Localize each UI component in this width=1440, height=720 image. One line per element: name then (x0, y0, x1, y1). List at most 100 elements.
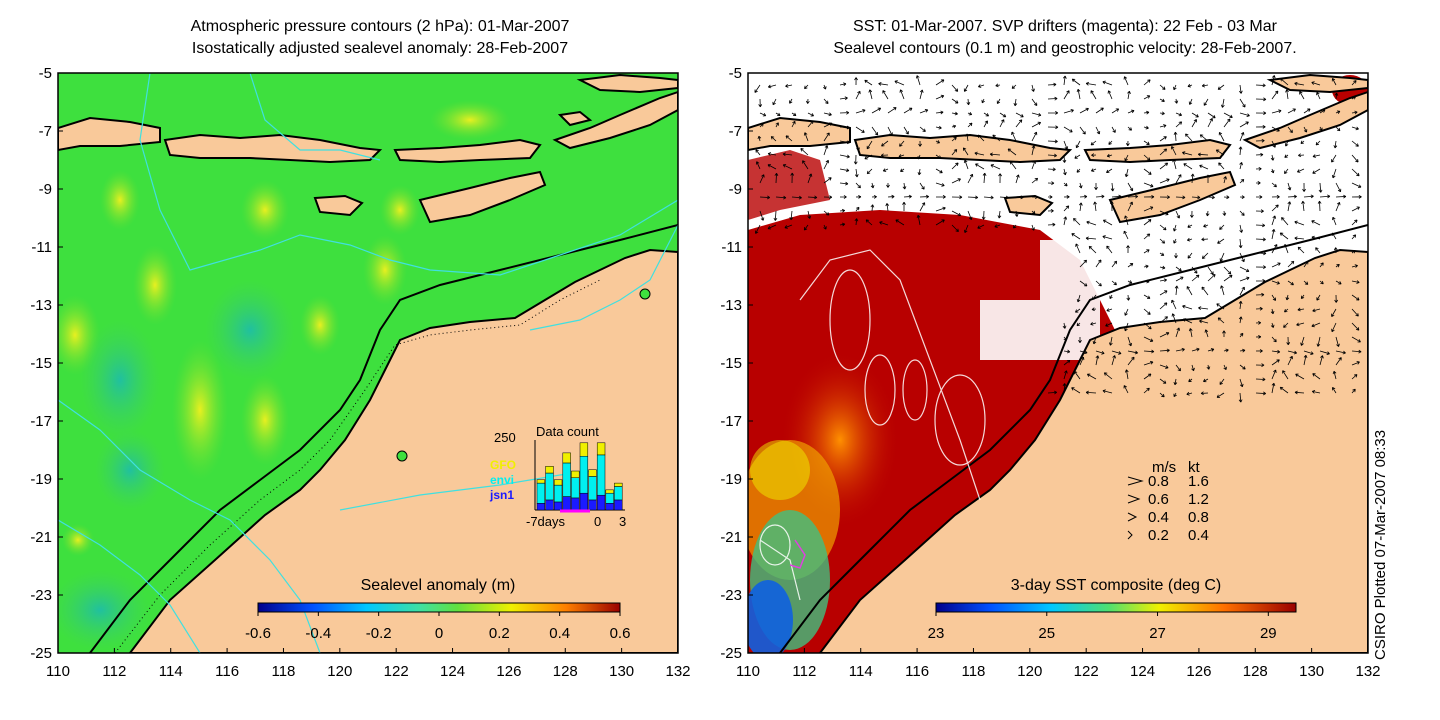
velocity-arrow (885, 203, 890, 212)
velocity-arrow (1111, 280, 1117, 286)
sla-tick: -0.6 (245, 625, 271, 642)
velocity-arrow (1220, 98, 1225, 108)
sst-tick: 27 (1149, 625, 1166, 642)
data-count-bar-jsn1 (545, 499, 554, 511)
velocity-arrow (1335, 201, 1341, 212)
velocity-arrow (839, 110, 850, 115)
sla-colorbar-ticks: -0.6 -0.4 -0.2 0 0.2 0.4 0.6 (245, 612, 630, 642)
velocity-arrow (1297, 246, 1305, 254)
velocity-arrow (1255, 335, 1262, 339)
velocity-arrow (866, 168, 873, 175)
velocity-arrow (1238, 316, 1243, 324)
velocity-arrow (1284, 140, 1289, 147)
data-count-bar-jsn1 (596, 494, 606, 511)
velocity-arrow (1187, 252, 1193, 259)
velocity-arrow (1271, 75, 1276, 86)
velocity-arrow (1173, 224, 1177, 232)
velocity-arrow (791, 112, 797, 117)
velocity-arrow (1127, 280, 1133, 284)
velocity-arrow (1088, 245, 1097, 254)
velocity-arrow (1175, 266, 1182, 272)
velocity-arrow (1124, 215, 1129, 226)
velocity-arrow (1188, 328, 1193, 338)
velocity-arrow (1238, 300, 1243, 310)
velocity-arrow (1303, 261, 1309, 268)
left-lat-tick: -15 (30, 355, 52, 372)
velocity-arrow (1127, 90, 1131, 100)
velocity-arrow (1222, 330, 1226, 338)
velocity-arrow (1078, 202, 1083, 212)
velocity-arrow (894, 80, 905, 86)
left-lat-tick: -9 (39, 181, 52, 198)
velocity-arrow (1271, 262, 1281, 268)
velocity-arrow (1143, 79, 1151, 86)
velocity-arrow (1201, 83, 1209, 88)
velocity-arrow (895, 219, 905, 226)
velocity-arrow (1239, 121, 1249, 128)
velocity-arrow (1086, 220, 1097, 226)
velocity-arrow (755, 149, 761, 156)
velocity-arrow (1201, 252, 1209, 259)
velocity-arrow (903, 194, 912, 199)
velocity-arrow (1216, 303, 1225, 310)
velocity-arrow (1074, 308, 1081, 313)
velocity-arrow (882, 168, 889, 172)
velocity-arrow (855, 126, 865, 133)
data-count-bar-envi (545, 472, 554, 501)
velocity-arrow (1187, 83, 1193, 88)
velocity-legend-ms: 0.6 (1148, 491, 1169, 508)
velocity-arrow (1255, 363, 1265, 368)
velocity-arrow (1319, 262, 1324, 268)
velocity-arrow (755, 161, 761, 170)
velocity-arrow (1063, 182, 1068, 187)
sla-tick: 0 (435, 625, 443, 642)
velocity-arrow (839, 154, 850, 159)
velocity-arrow (935, 168, 943, 174)
velocity-arrow (1206, 364, 1211, 370)
velocity-arrow (1207, 195, 1215, 200)
velocity-arrow (1335, 263, 1340, 268)
velocity-arrow (998, 173, 1002, 184)
velocity-arrow (1185, 133, 1193, 142)
velocity-arrow (1186, 237, 1193, 242)
velocity-arrow (855, 182, 861, 189)
velocity-arrow (864, 79, 873, 86)
velocity-arrow (902, 201, 906, 212)
velocity-arrow (1239, 286, 1245, 296)
velocity-arrow (1335, 110, 1341, 114)
left-map-title: Atmospheric pressure contours (2 hPa): 0… (40, 16, 720, 60)
velocity-arrow (1207, 266, 1214, 275)
velocity-arrow (1204, 329, 1209, 338)
velocity-arrow (1205, 210, 1210, 217)
velocity-arrow (1333, 247, 1338, 254)
velocity-arrow (1218, 131, 1225, 142)
left-lon-tick: 112 (102, 663, 126, 680)
velocity-arrow (1335, 126, 1341, 132)
velocity-arrow (1255, 83, 1266, 88)
velocity-arrow (1106, 168, 1113, 174)
velocity-arrow (1170, 146, 1177, 156)
velocity-arrow (785, 135, 793, 142)
velocity-arrow (1271, 349, 1281, 354)
velocity-arrow (823, 210, 830, 216)
velocity-arrow (1015, 119, 1023, 128)
velocity-arrow (1090, 168, 1097, 172)
velocity-arrow (807, 120, 814, 128)
velocity-legend-arrow (1127, 476, 1144, 486)
velocity-arrow (1123, 76, 1129, 86)
velocity-arrow (1239, 332, 1244, 338)
velocity-arrow (1159, 252, 1165, 256)
velocity-arrow (994, 224, 1001, 228)
velocity-arrow (1186, 391, 1193, 396)
velocity-arrow (1315, 140, 1321, 146)
velocity-arrow (1110, 182, 1115, 192)
velocity-legend-arrow (1127, 494, 1141, 504)
velocity-arrow (951, 149, 958, 156)
velocity-arrow (1199, 319, 1209, 324)
velocity-arrow (1239, 276, 1250, 282)
velocity-arrow (1303, 350, 1314, 355)
velocity-arrow (1063, 194, 1070, 199)
velocity-arrow (853, 154, 858, 165)
